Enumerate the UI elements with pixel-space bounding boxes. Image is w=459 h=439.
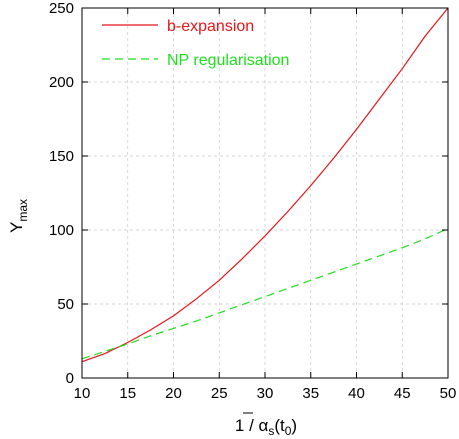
x-tick-label: 50	[440, 385, 457, 402]
y-tick-label: 100	[49, 222, 74, 239]
series-layer	[81, 7, 449, 363]
y-tick-label: 50	[57, 296, 74, 313]
y-tick-label: 150	[49, 148, 74, 165]
x-tick-label: 45	[394, 385, 411, 402]
x-tick-label: 10	[74, 385, 91, 402]
legend: b-expansion NP regularisation	[102, 18, 289, 69]
x-tick-label: 20	[165, 385, 182, 402]
x-axis-label: 1 / αs(t0)	[235, 416, 297, 438]
x-tick-label: 30	[257, 385, 274, 402]
y-tick-label: 200	[49, 74, 74, 91]
legend-label-b-expansion: b-expansion	[167, 18, 254, 35]
x-tick-label: 25	[211, 385, 228, 402]
y-tick-label: 0	[66, 370, 74, 387]
y-tick-label: 250	[49, 0, 74, 17]
x-tick-label: 15	[119, 385, 136, 402]
y-tick-labels: 0 50 100 150 200 250	[49, 0, 74, 387]
tick-marks	[81, 7, 449, 379]
y-axis-label: Ymax	[7, 199, 30, 233]
series-line-b-expansion	[81, 7, 449, 363]
x-tick-label: 40	[348, 385, 365, 402]
x-tick-label: 35	[302, 385, 319, 402]
legend-label-np-regularisation: NP regularisation	[167, 52, 289, 69]
x-tick-labels: 10 15 20 25 30 35 40 45 50	[74, 385, 457, 402]
